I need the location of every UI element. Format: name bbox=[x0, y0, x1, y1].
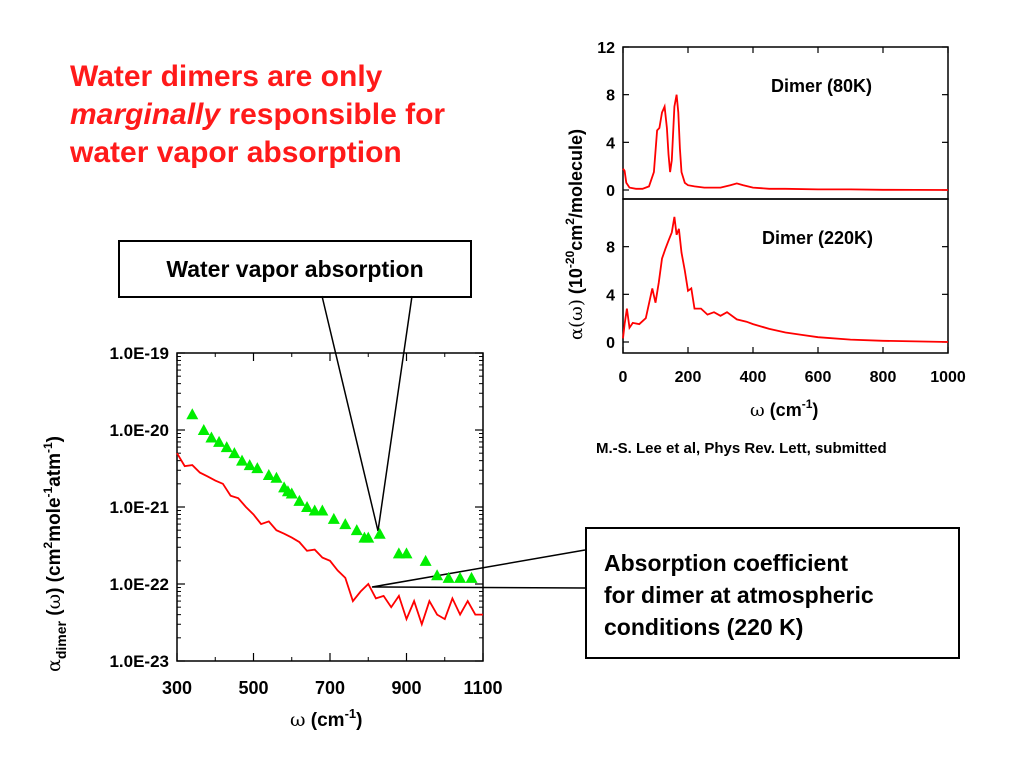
bottom-y-tick-label: 1.0E-22 bbox=[109, 575, 169, 594]
bottom-y-tick-label: 1.0E-21 bbox=[109, 498, 169, 517]
water-vapor-marker bbox=[316, 504, 329, 516]
lower-panel-frame bbox=[622, 198, 949, 354]
water-vapor-marker bbox=[205, 431, 218, 443]
water-vapor-marker bbox=[392, 547, 405, 559]
water-vapor-marker bbox=[419, 554, 432, 566]
bottom-x-ticks: 300 500 700 900 1100 bbox=[162, 353, 503, 698]
series-markers-water-vapor bbox=[186, 408, 478, 583]
water-vapor-marker bbox=[262, 469, 275, 481]
bottom-x-tick-label: 500 bbox=[238, 678, 268, 698]
lower-panel-label: Dimer (220K) bbox=[762, 228, 873, 248]
upper-y-ticks: 0 4 8 12 bbox=[597, 40, 948, 200]
bottom-x-axis-label: ω (cm-1) bbox=[290, 706, 362, 731]
upper-y-tick-label: 8 bbox=[606, 88, 615, 105]
lower-x-tick-label: 600 bbox=[805, 369, 832, 386]
lower-y-tick-label: 4 bbox=[606, 287, 615, 304]
water-vapor-marker bbox=[285, 487, 298, 499]
water-vapor-marker bbox=[454, 571, 467, 583]
lower-x-tick-label: 1000 bbox=[930, 369, 966, 386]
water-vapor-marker bbox=[400, 547, 413, 559]
water-vapor-marker bbox=[442, 571, 455, 583]
water-vapor-marker bbox=[213, 435, 226, 447]
water-vapor-marker bbox=[431, 569, 444, 581]
title-line-2-rest: responsible for bbox=[220, 98, 446, 131]
water-vapor-marker bbox=[362, 531, 375, 543]
lower-y-tick-label: 8 bbox=[606, 240, 615, 257]
series-line-dimer-80k bbox=[622, 94, 949, 191]
water-vapor-marker bbox=[465, 571, 478, 583]
lower-x-tick-label: 200 bbox=[675, 369, 702, 386]
callout-dimer-line-3: conditions (220 K) bbox=[604, 614, 804, 640]
callout-dimer-line-2: for dimer at atmospheric bbox=[604, 582, 874, 608]
water-vapor-marker bbox=[243, 459, 256, 471]
pointer-lines bbox=[321, 295, 586, 589]
lower-x-tick-label: 400 bbox=[740, 369, 767, 386]
slide-title: Water dimers are only marginally respons… bbox=[70, 58, 530, 172]
pointer-dimer bbox=[371, 549, 586, 589]
bottom-y-tick-label: 1.0E-23 bbox=[109, 652, 169, 671]
bottom-x-tick-label: 300 bbox=[162, 678, 192, 698]
upper-panel-label: Dimer (80K) bbox=[771, 76, 872, 96]
water-vapor-marker bbox=[339, 518, 352, 530]
lower-x-tick-label: 800 bbox=[870, 369, 897, 386]
water-vapor-marker bbox=[197, 424, 210, 435]
water-vapor-marker bbox=[350, 524, 363, 536]
callout-water-vapor-text: Water vapor absorption bbox=[166, 255, 424, 282]
water-vapor-marker bbox=[301, 501, 314, 512]
bottom-y-tick-label: 1.0E-19 bbox=[109, 344, 169, 363]
upper-y-tick-label: 0 bbox=[606, 183, 615, 200]
callout-dimer-line-1: Absorption coefficient bbox=[604, 550, 849, 576]
water-vapor-marker bbox=[293, 494, 306, 506]
pointer-vapor bbox=[321, 295, 413, 532]
bottom-x-tick-label: 900 bbox=[391, 678, 421, 698]
bottom-x-tick-label: 1100 bbox=[463, 678, 502, 698]
water-vapor-marker bbox=[186, 408, 199, 420]
bottom-x-tick-label: 700 bbox=[315, 678, 345, 698]
lower-x-axis-label: ω (cm-1) bbox=[750, 397, 818, 421]
lower-x-ticks: 0 200 400 600 800 1000 bbox=[619, 47, 966, 386]
water-vapor-marker bbox=[308, 504, 321, 516]
bottom-y-ticks: 1.0E-19 1.0E-20 1.0E-21 1.0E-22 1.0E-23 bbox=[109, 344, 483, 671]
series-line-dimer-atmospheric bbox=[176, 452, 483, 628]
title-line-1: Water dimers are only bbox=[70, 60, 383, 93]
upper-y-tick-label: 12 bbox=[597, 40, 615, 57]
lower-x-tick-label: 0 bbox=[619, 369, 628, 386]
water-vapor-marker bbox=[270, 471, 283, 483]
water-vapor-marker bbox=[220, 441, 233, 453]
water-vapor-marker bbox=[228, 447, 241, 459]
series-line-dimer-220k bbox=[622, 216, 949, 343]
water-vapor-marker bbox=[236, 454, 249, 466]
upper-panel-frame bbox=[622, 46, 949, 200]
upper-y-tick-label: 4 bbox=[606, 135, 615, 152]
bottom-y-axis-label: αdimer (ω) (cm2mole-1atm-1) bbox=[41, 436, 69, 672]
callout-dimer-absorption: Absorption coefficient for dimer at atmo… bbox=[585, 527, 960, 659]
water-vapor-marker bbox=[373, 527, 386, 539]
citation: M.-S. Lee et al, Phys Rev. Lett, submitt… bbox=[596, 440, 887, 457]
callout-water-vapor: Water vapor absorption bbox=[118, 240, 472, 298]
water-vapor-marker bbox=[251, 462, 264, 474]
upper-y-axis-label: α(ω) (10-20cm2/molecule) bbox=[563, 129, 587, 340]
title-line-3: water vapor absorption bbox=[70, 136, 402, 169]
water-vapor-marker bbox=[327, 512, 340, 524]
bottom-y-tick-label: 1.0E-20 bbox=[109, 421, 169, 440]
lower-y-tick-label: 0 bbox=[606, 335, 615, 352]
title-emphasis: marginally bbox=[70, 98, 221, 131]
